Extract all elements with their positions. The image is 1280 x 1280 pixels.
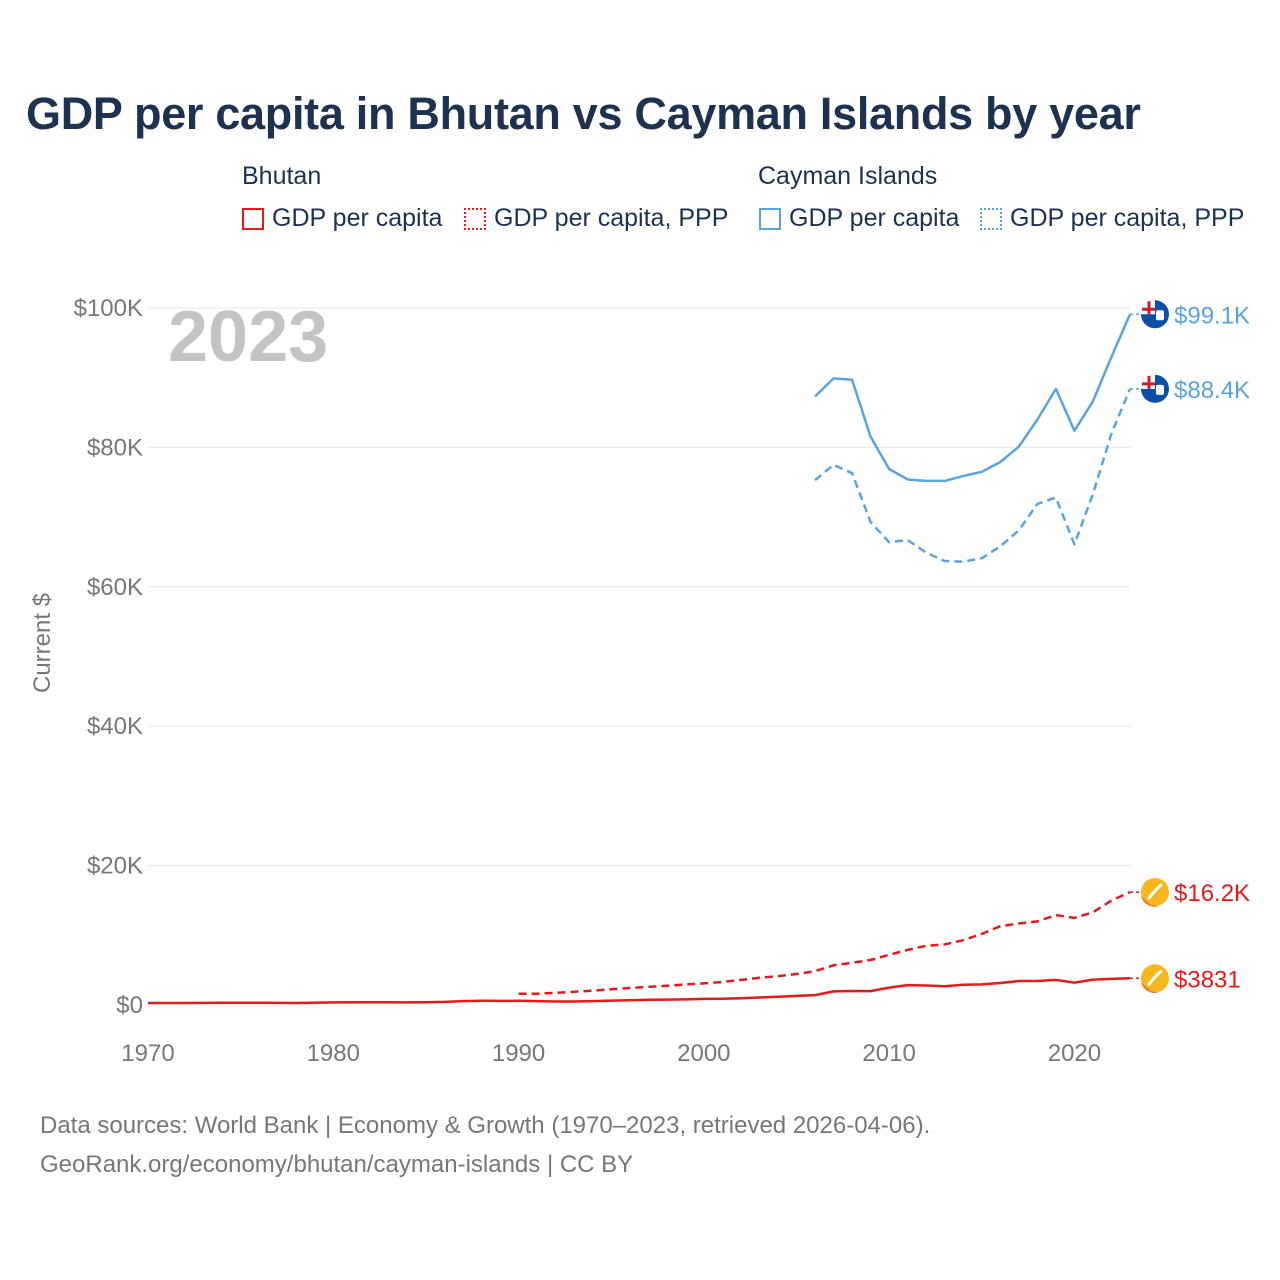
flag-detail <box>1141 896 1159 907</box>
legend-label: GDP per capita, PPP <box>1010 204 1245 232</box>
flag-dragon <box>1147 883 1163 900</box>
legend-label: GDP per capita <box>789 204 960 232</box>
end-value-label: $99.1K <box>1174 302 1250 329</box>
y-axis-title: Current $ <box>29 593 56 693</box>
flag-cross <box>1142 375 1155 389</box>
x-tick-label: 1980 <box>307 1040 360 1067</box>
y-tick-label: $40K <box>87 713 143 740</box>
legend-swatch-solid-blue <box>759 207 781 230</box>
end-value-label: $3831 <box>1174 966 1241 993</box>
footer: Data sources: World Bank | Economy & Gro… <box>40 1106 930 1184</box>
y-tick-label: $0 <box>116 992 143 1019</box>
footer-sources: Data sources: World Bank | Economy & Gro… <box>40 1112 931 1139</box>
flag-detail <box>1141 982 1159 994</box>
flag-shield <box>1156 384 1164 395</box>
legend-group-cayman-islands: Cayman Islands <box>758 162 938 190</box>
series-line-1 <box>148 977 1131 1005</box>
x-tick-label: 1970 <box>121 1040 174 1067</box>
legend-item-bhutan-gdp-ppp[interactable]: GDP per capita, PPP <box>464 204 728 233</box>
x-tick-label: 2000 <box>677 1040 730 1067</box>
legend-swatch-dotted-red <box>464 207 486 230</box>
legend-group-bhutan: Bhutan <box>242 162 322 190</box>
legend-item-cayman-gdp-ppp[interactable]: GDP per capita, PPP <box>980 204 1244 233</box>
legend-swatch-dotted-blue <box>980 207 1002 230</box>
flag-dragon <box>1147 969 1163 986</box>
legend-label: GDP per capita, PPP <box>494 204 729 232</box>
x-tick-label: 2020 <box>1048 1040 1101 1067</box>
flag-shield <box>1156 310 1164 321</box>
y-tick-label: $20K <box>87 853 143 880</box>
footer-attribution: GeoRank.org/economy/bhutan/cayman-island… <box>40 1151 634 1178</box>
series-line-2 <box>518 890 1131 996</box>
year-watermark: 2023 <box>168 297 328 377</box>
x-tick-label: 2010 <box>862 1040 915 1067</box>
end-value-label: $88.4K <box>1174 377 1250 404</box>
legend-label: GDP per capita <box>272 204 443 232</box>
x-tick-label: 1990 <box>492 1040 545 1067</box>
y-tick-label: $60K <box>87 574 143 601</box>
end-value-label: $16.2K <box>1174 880 1250 907</box>
series-line-4 <box>814 388 1132 563</box>
legend-item-cayman-gdp[interactable]: GDP per capita <box>759 204 959 233</box>
y-tick-label: $80K <box>87 434 143 461</box>
flag-cross <box>1142 301 1155 315</box>
legend-swatch-solid-red <box>242 207 264 230</box>
series-line-3 <box>814 313 1132 483</box>
legend-item-bhutan-gdp[interactable]: GDP per capita <box>242 204 442 233</box>
y-tick-label: $100K <box>74 295 143 322</box>
chart-title: GDP per capita in Bhutan vs Cayman Islan… <box>26 88 1141 139</box>
